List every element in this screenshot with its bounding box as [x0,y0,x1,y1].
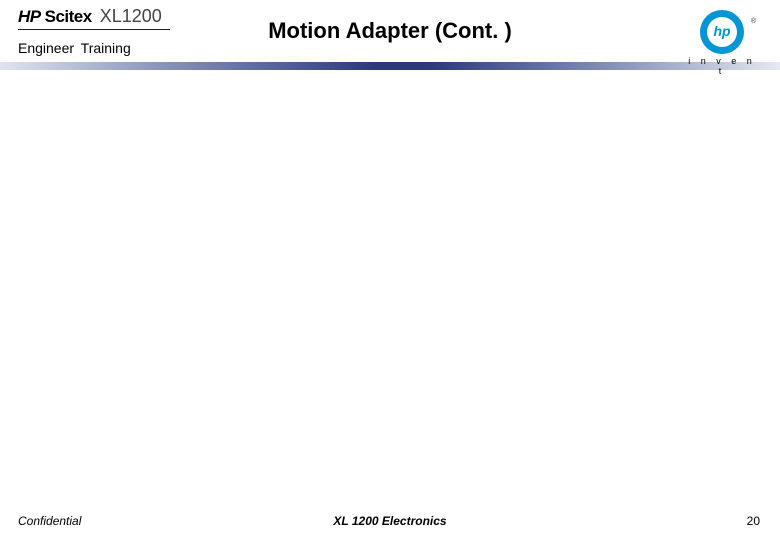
hp-logo: ® hp i n v e n t [684,10,760,76]
hp-invent-tagline: i n v e n t [684,56,760,76]
registered-mark: ® [751,18,756,25]
slide-header: HP Scitex XL1200 Engineer Training Motio… [0,0,780,62]
hp-roundel-text: hp [713,23,730,39]
header-divider-bar [0,62,780,70]
slide-footer: Confidential XL 1200 Electronics 20 [0,508,780,528]
slide: HP Scitex XL1200 Engineer Training Motio… [0,0,780,540]
slide-title: Motion Adapter (Cont. ) [0,18,780,44]
footer-title: XL 1200 Electronics [0,514,780,528]
slide-body [0,70,780,502]
hp-roundel-icon: hp [700,10,744,54]
hp-roundel-inner: hp [707,17,737,47]
footer-page-number: 20 [747,514,760,528]
